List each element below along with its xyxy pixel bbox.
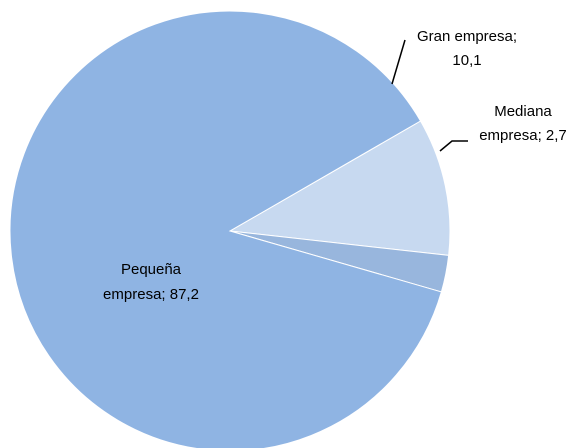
pie-slice-0 <box>228 120 451 256</box>
pie-slice-2 <box>9 10 443 448</box>
slice-label-2-line-1: empresa; 87,2 <box>103 286 199 303</box>
slice-label-2-line-0: Pequeña <box>121 261 182 278</box>
leader-line-1 <box>439 140 468 152</box>
slice-label-0-line-1: 10,1 <box>452 52 481 69</box>
slice-label-1-line-1: empresa; 2,7 <box>479 127 567 144</box>
leader-line-0 <box>391 39 406 85</box>
slice-label-0-line-0: Gran empresa; <box>417 28 517 45</box>
slice-label-1-line-0: Mediana <box>494 103 552 120</box>
